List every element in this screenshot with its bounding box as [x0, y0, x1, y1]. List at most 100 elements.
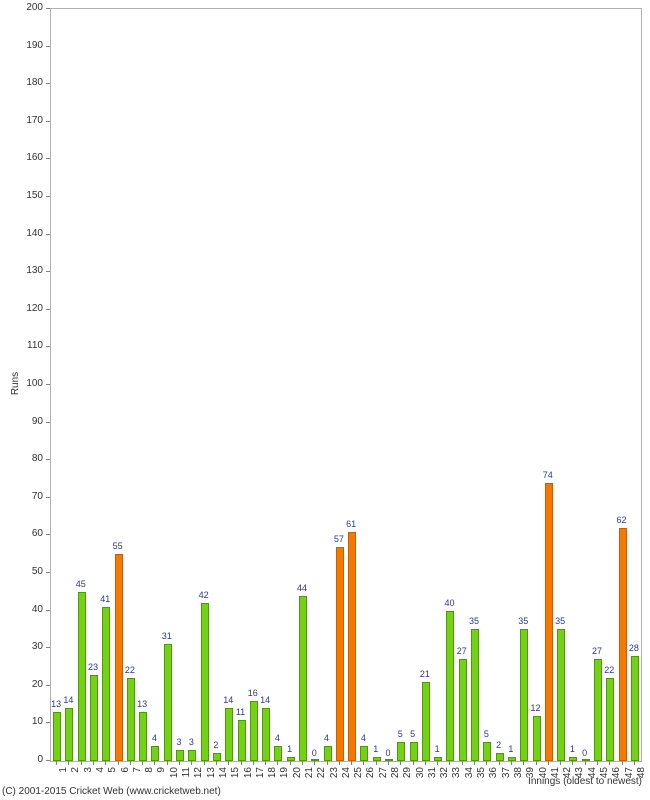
x-tick-mark: [376, 761, 377, 765]
bar-value-label: 45: [76, 579, 86, 589]
bar: [53, 712, 61, 761]
bar: [594, 659, 602, 761]
bar-value-label: 1: [287, 744, 292, 754]
x-tick-mark: [449, 761, 450, 765]
bar: [90, 675, 98, 761]
x-tick-label: 41: [550, 767, 561, 787]
x-tick-label: 33: [451, 767, 462, 787]
x-tick-mark: [302, 761, 303, 765]
x-tick-label: 23: [329, 767, 340, 787]
x-tick-mark: [191, 761, 192, 765]
bar: [139, 712, 147, 761]
bar-value-label: 2: [213, 740, 218, 750]
y-tick-label: 100: [0, 378, 43, 389]
bar-value-label: 41: [100, 594, 110, 604]
bar-value-label: 1: [373, 744, 378, 754]
bar-value-label: 2: [496, 740, 501, 750]
x-tick-label: 1: [58, 767, 69, 787]
x-tick-mark: [56, 761, 57, 765]
bar: [176, 750, 184, 761]
bar-value-label: 16: [248, 688, 258, 698]
bar: [164, 644, 172, 761]
x-tick-label: 17: [255, 767, 266, 787]
x-tick-mark: [314, 761, 315, 765]
bar-value-label: 1: [435, 744, 440, 754]
x-tick-label: 29: [402, 767, 413, 787]
bar-value-label: 27: [457, 646, 467, 656]
y-tick-label: 0: [0, 754, 43, 765]
bar: [422, 682, 430, 761]
bar-value-label: 1: [508, 744, 513, 754]
bar: [410, 742, 418, 761]
bar-value-label: 21: [420, 669, 430, 679]
bar-value-label: 40: [444, 598, 454, 608]
x-tick-label: 4: [95, 767, 106, 787]
bar-value-label: 14: [63, 695, 73, 705]
x-tick-mark: [253, 761, 254, 765]
x-tick-mark: [634, 761, 635, 765]
bar-value-label: 44: [297, 583, 307, 593]
x-tick-mark: [68, 761, 69, 765]
y-tick-mark: [46, 459, 50, 460]
bar: [151, 746, 159, 761]
y-tick-mark: [46, 534, 50, 535]
y-tick-label: 120: [0, 303, 43, 314]
y-tick-label: 200: [0, 2, 43, 13]
x-tick-mark: [388, 761, 389, 765]
y-tick-label: 190: [0, 40, 43, 51]
plot-area: [50, 8, 642, 762]
x-tick-label: 35: [476, 767, 487, 787]
bar: [360, 746, 368, 761]
bar-value-label: 13: [137, 699, 147, 709]
bar: [483, 742, 491, 761]
bar-value-label: 74: [543, 470, 553, 480]
x-tick-mark: [216, 761, 217, 765]
bar-value-label: 4: [324, 733, 329, 743]
y-tick-label: 150: [0, 190, 43, 201]
bar: [348, 532, 356, 761]
x-tick-mark: [536, 761, 537, 765]
x-tick-label: 30: [415, 767, 426, 787]
y-tick-label: 140: [0, 228, 43, 239]
y-tick-mark: [46, 196, 50, 197]
y-tick-mark: [46, 497, 50, 498]
x-tick-label: 9: [156, 767, 167, 787]
y-tick-mark: [46, 610, 50, 611]
bar: [533, 716, 541, 761]
y-tick-mark: [46, 309, 50, 310]
x-tick-mark: [339, 761, 340, 765]
bar: [262, 708, 270, 761]
bar: [299, 596, 307, 761]
x-tick-mark: [265, 761, 266, 765]
x-tick-mark: [437, 761, 438, 765]
x-tick-label: 46: [611, 767, 622, 787]
x-tick-mark: [93, 761, 94, 765]
y-tick-mark: [46, 647, 50, 648]
bar-value-label: 22: [604, 665, 614, 675]
x-tick-label: 18: [267, 767, 278, 787]
bar: [115, 554, 123, 761]
y-tick-label: 10: [0, 716, 43, 727]
x-tick-label: 12: [193, 767, 204, 787]
bar-value-label: 23: [88, 662, 98, 672]
y-tick-mark: [46, 422, 50, 423]
bar-value-label: 0: [582, 748, 587, 758]
x-tick-mark: [585, 761, 586, 765]
bar: [102, 607, 110, 761]
bar-value-label: 22: [125, 665, 135, 675]
x-tick-label: 7: [132, 767, 143, 787]
x-tick-mark: [400, 761, 401, 765]
y-tick-mark: [46, 722, 50, 723]
y-tick-mark: [46, 234, 50, 235]
bar: [336, 547, 344, 761]
x-tick-mark: [290, 761, 291, 765]
x-tick-label: 6: [120, 767, 131, 787]
x-tick-label: 10: [169, 767, 180, 787]
x-tick-mark: [425, 761, 426, 765]
bar-value-label: 31: [162, 631, 172, 641]
x-tick-mark: [154, 761, 155, 765]
bar-value-label: 14: [260, 695, 270, 705]
x-tick-mark: [413, 761, 414, 765]
x-tick-label: 36: [488, 767, 499, 787]
bar-value-label: 12: [531, 703, 541, 713]
